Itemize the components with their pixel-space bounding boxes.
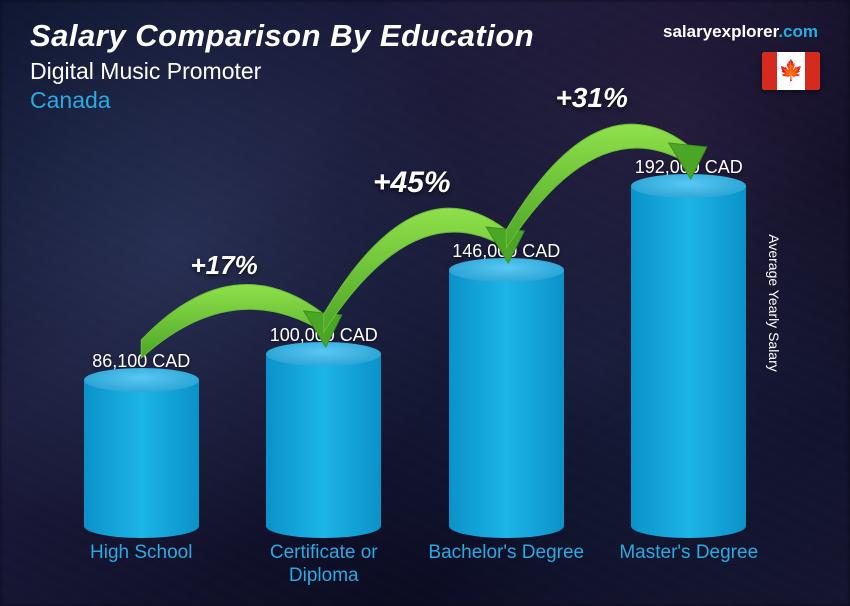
growth-percent-label: +31% [556,82,628,114]
bar-chart: 86,100 CAD100,000 CAD146,000 CAD192,000 … [50,126,780,586]
brand-domain: .com [778,22,818,41]
country-label: Canada [30,87,820,114]
canada-flag-icon: 🍁 [762,52,820,90]
arrowhead-icon [669,143,707,179]
job-subtitle: Digital Music Promoter [30,58,820,85]
maple-leaf-icon: 🍁 [779,61,804,81]
growth-arc [50,126,780,586]
brand-main: salaryexplorer [663,22,778,41]
flag-band-right [805,52,820,90]
flag-band-left [762,52,777,90]
arc-ribbon [506,124,689,248]
brand-watermark: salaryexplorer.com [663,22,818,42]
content: Salary Comparison By Education Digital M… [0,0,850,606]
